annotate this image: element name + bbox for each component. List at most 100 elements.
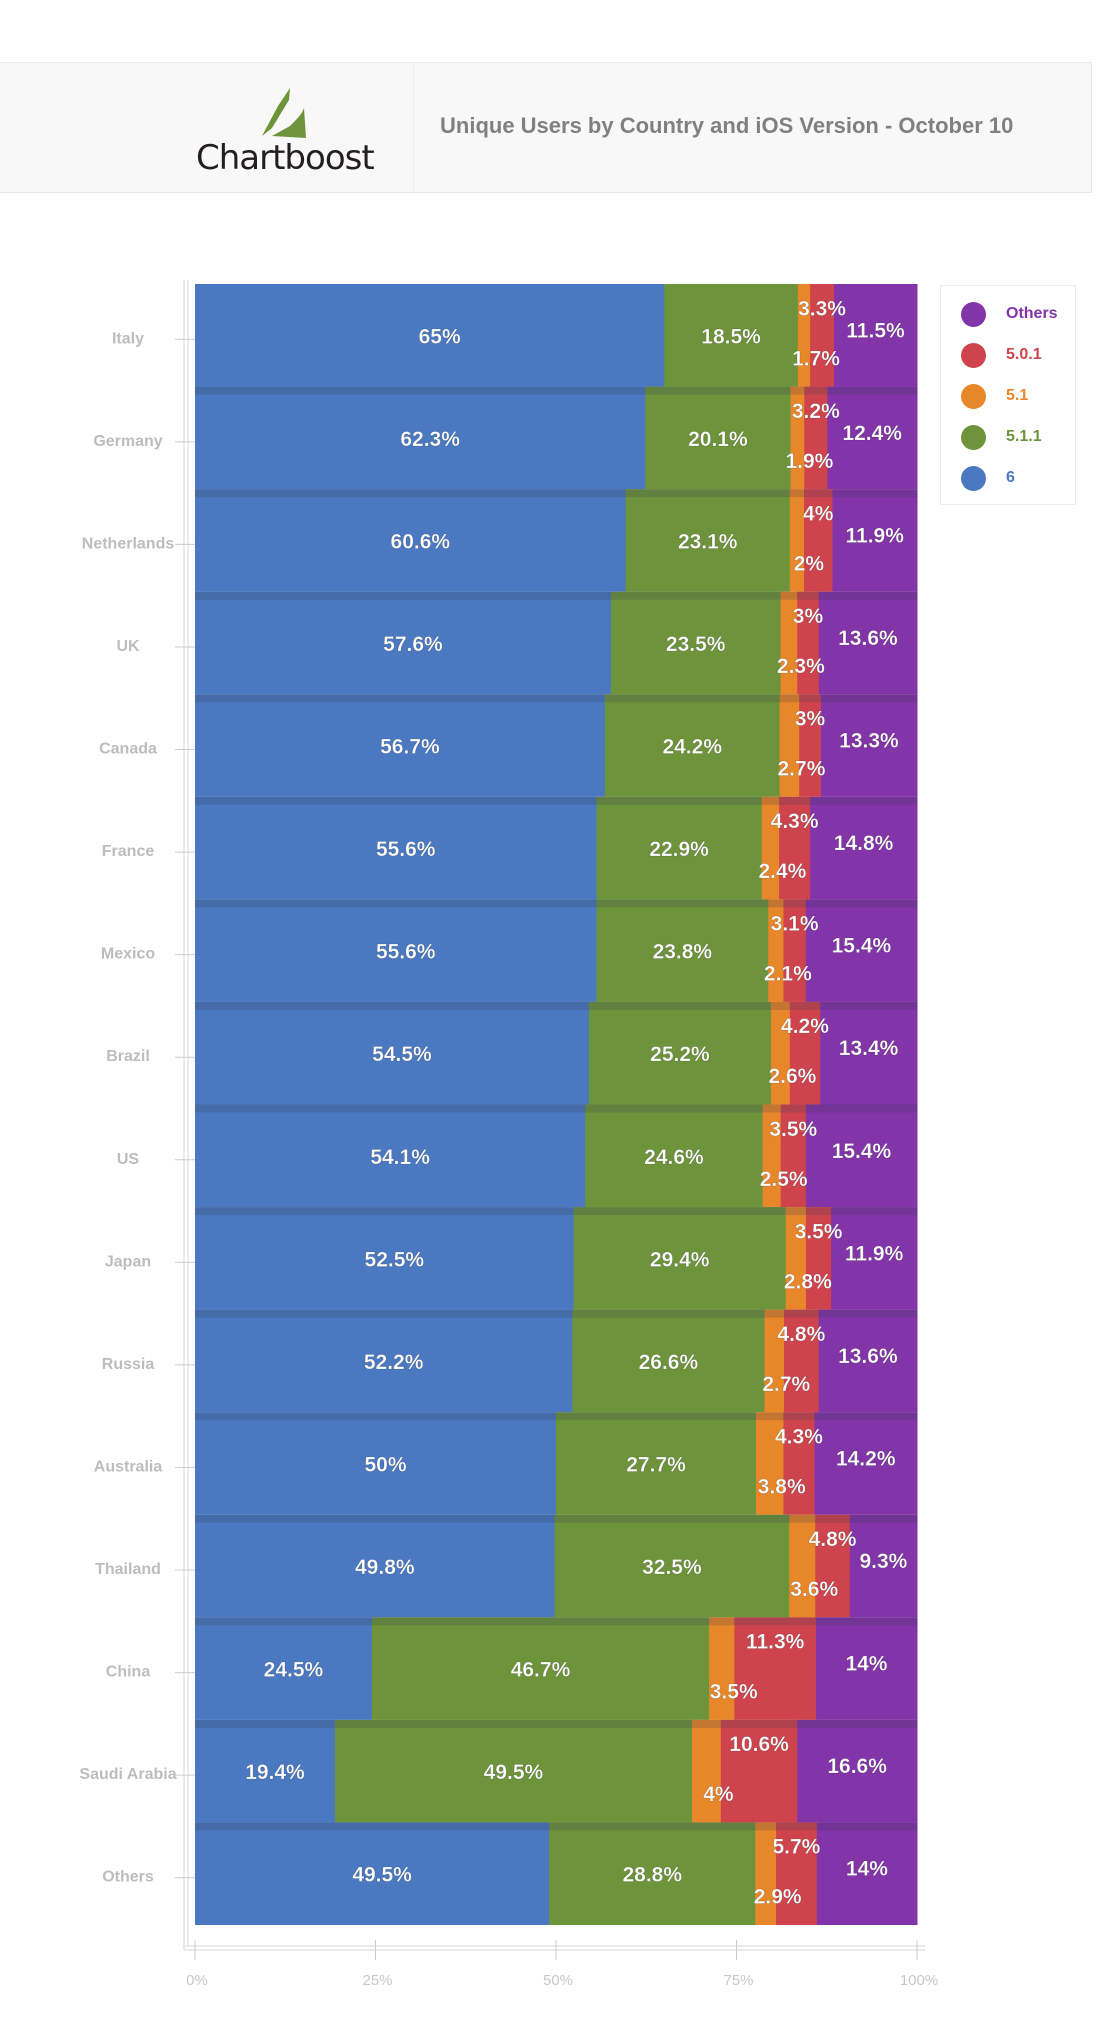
data-label: 49.5% (352, 1864, 412, 1887)
data-label: 15.4% (832, 1140, 892, 1163)
legend-item-5-1-1[interactable]: 5.1.1 (961, 424, 1042, 450)
category-label: France (102, 843, 155, 860)
data-label: 24.2% (662, 736, 722, 759)
bar-segment-5-1-1 (572, 1309, 766, 1413)
bar-segment-5-1 (755, 1412, 784, 1515)
bar-segment-others (814, 1412, 918, 1515)
data-label: 49.5% (484, 1761, 544, 1784)
legend-label: 5.1.1 (1006, 428, 1042, 445)
bar-segment-others (849, 1514, 918, 1618)
category-label: Mexico (101, 946, 155, 963)
bar-segment-5-1-1 (549, 1822, 756, 1925)
row-separator (195, 694, 917, 703)
bar-segment-5-1-1 (554, 1514, 790, 1618)
bar-segment-5-1 (762, 1104, 782, 1208)
legend-dot-icon (961, 465, 986, 491)
bar-segment-others (831, 1207, 918, 1310)
data-label: 4.8% (777, 1323, 825, 1346)
bar-segment-5-1 (780, 591, 798, 695)
bar-segment-5-0-1 (804, 489, 833, 592)
data-label: 3.5% (710, 1681, 758, 1704)
category-label: Germany (93, 433, 162, 450)
bar-segment-5-1 (768, 899, 784, 1002)
data-label: 54.1% (370, 1146, 430, 1169)
data-label: 1.7% (792, 347, 840, 370)
category-label: UK (116, 638, 140, 655)
category-label: Italy (112, 330, 144, 347)
row-separator (195, 1104, 917, 1113)
row-separator (195, 1719, 917, 1728)
data-label: 28.8% (622, 1864, 682, 1887)
bar-segment-others (820, 1001, 918, 1105)
bar-segment-5-1-1 (610, 591, 782, 695)
data-label: 46.7% (511, 1659, 571, 1682)
bar-segment-others (833, 284, 918, 387)
legend-dot-icon (961, 383, 986, 409)
data-label: 2.3% (777, 655, 825, 678)
data-label: 27.7% (626, 1453, 686, 1476)
bar-segment-6 (195, 694, 606, 797)
x-tick-label: 100% (900, 1972, 938, 1989)
data-label: 25.2% (650, 1043, 710, 1066)
data-label: 23.1% (678, 530, 738, 553)
category-label: US (117, 1151, 140, 1168)
bar-segment-5-0-1 (805, 1207, 832, 1310)
data-label: 11.3% (746, 1631, 805, 1654)
row-separator (195, 489, 917, 498)
bar-segment-5-1 (785, 1207, 807, 1310)
bar-segment-others (816, 1822, 918, 1925)
data-label: 3.8% (758, 1475, 806, 1498)
bar-segment-6 (195, 1309, 573, 1413)
data-label: 9.3% (859, 1550, 907, 1573)
legend-item-5-0-1[interactable]: 5.0.1 (961, 342, 1042, 368)
data-label: 13.4% (839, 1037, 899, 1060)
data-label: 54.5% (372, 1043, 432, 1066)
bar-segment-6 (195, 489, 627, 592)
bar-segment-others (820, 694, 918, 797)
bar-segment-6 (195, 1207, 575, 1310)
legend-item-5-1[interactable]: 5.1 (961, 383, 1028, 409)
data-label: 15.4% (832, 935, 892, 958)
legend-item-6[interactable]: 6 (961, 465, 1015, 491)
bar-segment-5-1-1 (645, 386, 792, 490)
data-label: 26.6% (639, 1351, 699, 1374)
data-label: 3% (793, 605, 824, 628)
data-label: 12.4% (842, 422, 902, 445)
data-label: 11.9% (845, 1242, 904, 1265)
data-label: 2.9% (754, 1886, 802, 1909)
bar-segment-others (818, 1309, 918, 1413)
data-label: 62.3% (400, 428, 460, 451)
category-label: Netherlands (82, 535, 175, 552)
legend-dot-icon (961, 424, 986, 450)
category-label: Russia (102, 1356, 155, 1373)
bar-segment-5-0-1 (810, 284, 835, 387)
data-label: 11.9% (846, 524, 905, 547)
data-label: 19.4% (245, 1761, 305, 1784)
data-label: 2.7% (778, 758, 826, 781)
data-label: 1.9% (785, 450, 833, 473)
logo-sail-icon (262, 88, 306, 138)
header-divider (413, 63, 414, 192)
bar-segment-5-0-1 (789, 1001, 821, 1105)
row-separator (195, 1207, 917, 1216)
bar-segment-6 (195, 1412, 557, 1515)
data-label: 4% (803, 502, 834, 525)
bar-segment-others (805, 1104, 918, 1208)
legend-label: Others (1006, 305, 1058, 322)
bar-segment-5-0-1 (779, 796, 811, 900)
legend-label: 6 (1006, 469, 1015, 486)
bar-segment-6 (195, 591, 612, 695)
chart-header: Chartboost Unique Users by Country and i… (0, 62, 1092, 193)
legend: Others 5.0.1 5.1 5.1.1 6 (940, 285, 1076, 505)
data-label: 16.6% (827, 1755, 887, 1778)
legend-dot-icon (961, 301, 986, 327)
bar-segment-others (815, 1617, 918, 1720)
data-label: 4% (703, 1783, 734, 1806)
row-separator (195, 1412, 917, 1421)
legend-item-others[interactable]: Others (961, 301, 1058, 327)
bar-segment-5-0-1 (784, 1309, 820, 1413)
data-label: 3.1% (771, 913, 819, 936)
row-separator (195, 899, 917, 908)
row-separator (195, 1514, 917, 1523)
